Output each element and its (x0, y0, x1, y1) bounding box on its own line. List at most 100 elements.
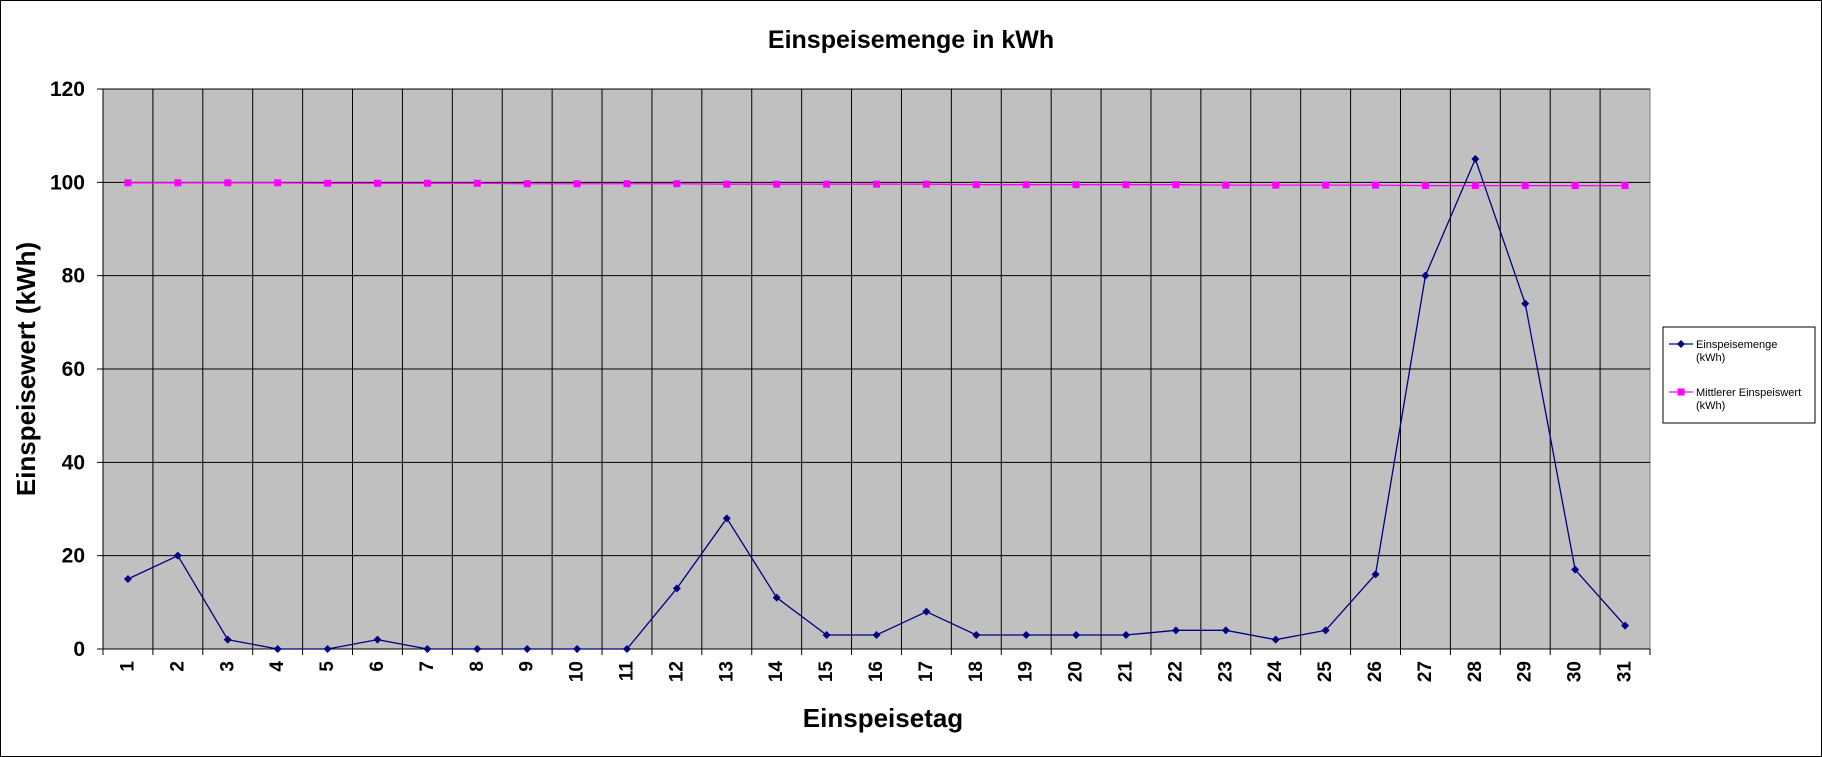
legend-unit: (kWh) (1696, 400, 1725, 412)
data-point (323, 645, 332, 653)
x-tick-label: 18 (966, 661, 987, 682)
data-point (273, 645, 282, 653)
data-point (473, 179, 481, 187)
data-point (1072, 631, 1081, 639)
x-tick-label: 15 (816, 661, 837, 683)
x-tick-label: 8 (467, 661, 488, 672)
data-point (1421, 271, 1430, 280)
data-point (124, 179, 132, 187)
x-tick-label: 6 (367, 661, 388, 672)
x-tick-label: 26 (1365, 661, 1386, 682)
data-point (573, 180, 581, 188)
data-point (723, 180, 731, 188)
data-point (1222, 181, 1230, 189)
x-tick-label: 4 (267, 661, 288, 672)
legend-unit: (kWh) (1696, 352, 1725, 364)
x-tick-label: 29 (1515, 661, 1536, 682)
y-tick-label: 40 (62, 451, 85, 474)
y-tick-label: 100 (50, 171, 85, 194)
legend-label: Mittlerer Einspeiswert (1696, 387, 1801, 399)
data-point (1271, 635, 1280, 644)
data-point (922, 180, 930, 188)
data-point (223, 635, 232, 644)
data-point (1471, 155, 1480, 163)
data-point (972, 631, 981, 639)
x-tick-label: 22 (1165, 661, 1186, 682)
x-tick-label: 11 (616, 661, 637, 682)
data-point (1621, 621, 1630, 630)
data-point (373, 635, 382, 644)
data-point (1471, 182, 1479, 190)
data-point (722, 514, 731, 523)
x-tick-label: 9 (517, 661, 538, 672)
data-point (1521, 299, 1530, 308)
data-point (673, 180, 681, 188)
data-point (922, 607, 931, 616)
x-tick-label: 7 (417, 661, 438, 672)
data-point (1272, 181, 1280, 189)
legend-marker (1677, 340, 1685, 348)
data-point (823, 180, 831, 188)
data-point (623, 180, 631, 188)
y-tick-label: 80 (62, 265, 85, 288)
x-tick-label: 16 (866, 661, 887, 682)
x-axis-ticks: 1 2 3 4 5 6 7 8 9 10 11 12 13 14 15 16 17 18 19 20 21 22 23 24 2… (102, 649, 1651, 683)
data-point (373, 179, 381, 187)
data-point (1621, 182, 1629, 190)
data-point (1171, 626, 1180, 635)
data-point (1321, 626, 1330, 635)
x-tick-label: 27 (1415, 661, 1436, 682)
y-tick-label: 0 (73, 638, 85, 661)
y-axis-ticks: 0 20 40 60 80 100 120 (50, 78, 103, 661)
data-point (1322, 181, 1330, 189)
data-point (1421, 182, 1429, 190)
x-tick-label: 3 (217, 661, 238, 672)
legend-marker (1677, 388, 1685, 396)
data-point (1371, 570, 1380, 579)
data-point (573, 645, 582, 653)
data-point (123, 575, 132, 583)
x-tick-label: 13 (716, 661, 737, 682)
y-tick-label: 20 (62, 545, 85, 568)
y-axis-title: Einspeisewert (kWh) (11, 242, 41, 496)
x-tick-label: 10 (567, 661, 588, 682)
data-point (1221, 626, 1230, 635)
data-point (773, 180, 781, 188)
data-point (873, 180, 880, 188)
x-tick-label: 2 (167, 661, 188, 672)
x-tick-label: 30 (1565, 661, 1586, 682)
x-tick-label: 31 (1615, 661, 1636, 683)
legend-label: Einspeisemenge (1696, 339, 1777, 351)
data-point (822, 631, 831, 639)
x-tick-label: 28 (1465, 661, 1486, 682)
data-point (872, 631, 881, 639)
x-tick-label: 20 (1066, 661, 1087, 682)
x-tick-label: 21 (1116, 661, 1137, 683)
data-point (224, 179, 232, 187)
data-point (274, 179, 282, 187)
x-tick-label: 19 (1016, 661, 1037, 682)
data-point (523, 180, 531, 188)
data-point (1571, 565, 1580, 574)
data-point (174, 179, 182, 187)
data-point (473, 645, 482, 653)
y-tick-label: 60 (62, 358, 85, 381)
x-tick-label: 5 (317, 661, 338, 672)
data-point (772, 593, 781, 602)
data-point (1172, 181, 1180, 189)
data-point (1022, 181, 1030, 189)
data-point (423, 179, 431, 187)
data-point (1122, 631, 1131, 639)
data-point (1072, 181, 1080, 189)
chart-title: Einspeisemenge in kWh (768, 26, 1054, 54)
x-tick-label: 1 (117, 661, 138, 672)
data-point (423, 645, 432, 653)
x-tick-label: 23 (1215, 661, 1236, 682)
data-point (1521, 182, 1529, 190)
data-point (1022, 631, 1031, 639)
data-point (622, 645, 631, 653)
data-point (672, 584, 681, 593)
legend-box (1662, 326, 1816, 424)
